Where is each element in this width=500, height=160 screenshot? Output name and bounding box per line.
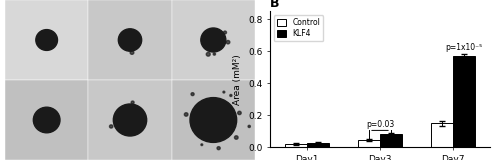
Legend: Control, KLF4: Control, KLF4 bbox=[274, 15, 323, 41]
Bar bbox=[88, 0, 172, 80]
Text: p=0.03: p=0.03 bbox=[366, 120, 394, 129]
Circle shape bbox=[130, 51, 134, 54]
Circle shape bbox=[118, 29, 142, 51]
Bar bbox=[358, 140, 380, 147]
Circle shape bbox=[224, 31, 226, 34]
Circle shape bbox=[230, 94, 232, 96]
Y-axis label: Area (mM²): Area (mM²) bbox=[234, 54, 242, 105]
Bar bbox=[172, 80, 255, 160]
Bar bbox=[454, 56, 475, 147]
Bar bbox=[5, 0, 88, 80]
Circle shape bbox=[206, 52, 210, 56]
Bar bbox=[380, 134, 402, 147]
Circle shape bbox=[36, 30, 58, 50]
Bar bbox=[5, 80, 88, 160]
Bar bbox=[284, 144, 306, 147]
Circle shape bbox=[131, 101, 134, 104]
Circle shape bbox=[191, 93, 194, 96]
Circle shape bbox=[34, 107, 60, 133]
Circle shape bbox=[234, 136, 238, 139]
Circle shape bbox=[201, 144, 202, 146]
Circle shape bbox=[238, 111, 241, 115]
Circle shape bbox=[213, 53, 216, 55]
Circle shape bbox=[110, 125, 113, 128]
Circle shape bbox=[184, 113, 188, 116]
Circle shape bbox=[226, 40, 230, 44]
Bar bbox=[88, 80, 172, 160]
Circle shape bbox=[190, 98, 236, 142]
Bar bbox=[306, 143, 328, 147]
Bar bbox=[172, 0, 255, 80]
Text: p=1x10⁻⁵: p=1x10⁻⁵ bbox=[446, 43, 483, 52]
Circle shape bbox=[114, 104, 146, 136]
Circle shape bbox=[248, 125, 250, 128]
Text: B: B bbox=[270, 0, 280, 10]
Circle shape bbox=[223, 91, 225, 93]
Circle shape bbox=[217, 147, 220, 150]
Bar bbox=[432, 123, 454, 147]
Circle shape bbox=[201, 28, 226, 52]
